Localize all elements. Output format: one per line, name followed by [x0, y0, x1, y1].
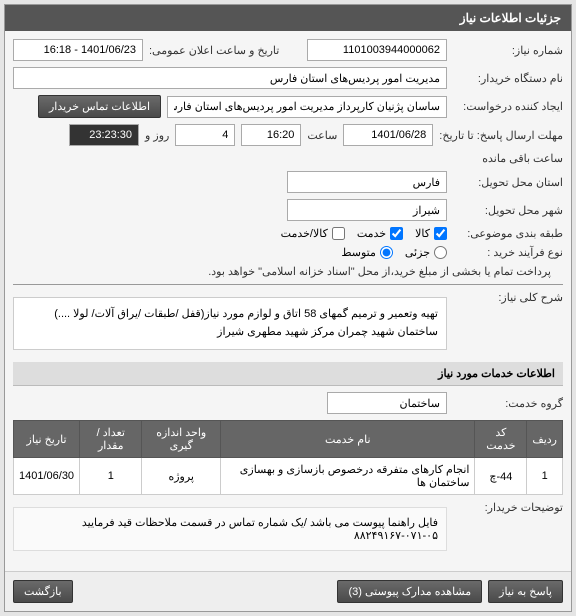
button-row: پاسخ به نیاز مشاهده مدارک پیوستی (3) باز… — [5, 571, 571, 611]
check-goods-service[interactable]: کالا/خدمت — [281, 227, 345, 240]
goods-checkbox[interactable] — [434, 227, 447, 240]
td-0: 1 — [527, 458, 563, 495]
th-0: ردیف — [527, 421, 563, 458]
th-1: کد خدمت — [475, 421, 527, 458]
divider-1 — [13, 284, 563, 285]
deadline-date-field[interactable] — [343, 124, 433, 146]
city-field[interactable] — [287, 199, 447, 221]
desc-box: تهیه وتعمیر و ترمیم گمهای 58 اتاق و لواز… — [13, 297, 447, 350]
row-city: شهر محل تحویل: — [13, 199, 563, 221]
td-4: 1 — [80, 458, 142, 495]
table-header-row: ردیف کد خدمت نام خدمت واحد اندازه گیری ت… — [14, 421, 563, 458]
note-label: توضیحات خریدار: — [453, 501, 563, 514]
subject-type-label: طبقه بندی موضوعی: — [453, 227, 563, 240]
th-4: تعداد / مقدار — [80, 421, 142, 458]
service-checkbox[interactable] — [390, 227, 403, 240]
row-desc: شرح کلی نیاز: تهیه وتعمیر و ترمیم گمهای … — [13, 291, 563, 356]
province-field[interactable] — [287, 171, 447, 193]
check-service[interactable]: خدمت — [357, 227, 403, 240]
td-2: انجام کارهای متفرقه درخصوص بازسازی و بهس… — [221, 458, 475, 495]
view-docs-button[interactable]: مشاهده مدارک پیوستی (3) — [337, 580, 482, 603]
need-no-field[interactable] — [307, 39, 447, 61]
time-label-1: ساعت — [307, 129, 337, 142]
need-no-label: شماره نیاز: — [453, 44, 563, 57]
table-row: 1 44-چ انجام کارهای متفرقه درخصوص بازساز… — [14, 458, 563, 495]
th-2: نام خدمت — [221, 421, 475, 458]
row-group: گروه خدمت: — [13, 392, 563, 414]
td-5: 1401/06/30 — [14, 458, 80, 495]
panel-header: جزئیات اطلاعات نیاز — [5, 5, 571, 31]
row-province: استان محل تحویل: — [13, 171, 563, 193]
countdown-field — [69, 124, 139, 146]
process-label: نوع فرآیند خرید : — [453, 246, 563, 259]
days-count-field[interactable] — [175, 124, 235, 146]
minor-radio[interactable] — [434, 246, 447, 259]
main-panel: جزئیات اطلاعات نیاز شماره نیاز: تاریخ و … — [4, 4, 572, 612]
reply-button[interactable]: پاسخ به نیاز — [488, 580, 563, 603]
process-group: جزئی متوسط — [341, 246, 447, 259]
services-table: ردیف کد خدمت نام خدمت واحد اندازه گیری ت… — [13, 420, 563, 495]
row-subject-type: طبقه بندی موضوعی: کالا خدمت کالا/خدمت — [13, 227, 563, 240]
city-label: شهر محل تحویل: — [453, 204, 563, 217]
services-header: اطلاعات خدمات مورد نیاز — [13, 362, 563, 386]
td-3: پروژه — [142, 458, 221, 495]
requester-field[interactable] — [167, 96, 447, 118]
group-field[interactable] — [327, 392, 447, 414]
group-label: گروه خدمت: — [453, 397, 563, 410]
buyer-org-label: نام دستگاه خریدار: — [453, 72, 563, 85]
remaining-label: ساعت باقی مانده — [482, 152, 563, 165]
row-requester: ایجاد کننده درخواست: اطلاعات تماس خریدار — [13, 95, 563, 118]
panel-body: شماره نیاز: تاریخ و ساعت اعلان عمومی: نا… — [5, 31, 571, 571]
th-3: واحد اندازه گیری — [142, 421, 221, 458]
back-button[interactable]: بازگشت — [13, 580, 73, 603]
panel-title: جزئیات اطلاعات نیاز — [460, 11, 561, 25]
deadline-label: مهلت ارسال پاسخ: تا تاریخ: — [439, 129, 563, 142]
buyer-org-field[interactable] — [13, 67, 447, 89]
medium-radio[interactable] — [380, 246, 393, 259]
td-1: 44-چ — [475, 458, 527, 495]
contact-info-button[interactable]: اطلاعات تماس خریدار — [38, 95, 161, 118]
row-note: توضیحات خریدار: فایل راهنما پیوست می باش… — [13, 501, 563, 557]
province-label: استان محل تحویل: — [453, 176, 563, 189]
row-buyer-org: نام دستگاه خریدار: — [13, 67, 563, 89]
table-body: 1 44-چ انجام کارهای متفرقه درخصوص بازساز… — [14, 458, 563, 495]
datetime-field[interactable] — [13, 39, 143, 61]
payment-note: پرداخت تمام یا بخشی از مبلغ خرید،از محل … — [208, 265, 551, 278]
row-process: نوع فرآیند خرید : جزئی متوسط پرداخت تمام… — [13, 246, 563, 278]
datetime-label: تاریخ و ساعت اعلان عمومی: — [149, 44, 279, 57]
requester-label: ایجاد کننده درخواست: — [453, 100, 563, 113]
deadline-time-field[interactable] — [241, 124, 301, 146]
note-box: فایل راهنما پیوست می باشد /یک شماره تماس… — [13, 507, 447, 551]
subject-type-group: کالا خدمت کالا/خدمت — [281, 227, 447, 240]
row-need-no: شماره نیاز: تاریخ و ساعت اعلان عمومی: — [13, 39, 563, 61]
table-head: ردیف کد خدمت نام خدمت واحد اندازه گیری ت… — [14, 421, 563, 458]
th-5: تاریخ نیاز — [14, 421, 80, 458]
radio-minor[interactable]: جزئی — [405, 246, 447, 259]
check-goods[interactable]: کالا — [415, 227, 447, 240]
radio-medium[interactable]: متوسط — [341, 246, 393, 259]
days-and-label: روز و — [145, 129, 169, 142]
desc-label: شرح کلی نیاز: — [453, 291, 563, 304]
goods-service-checkbox[interactable] — [332, 227, 345, 240]
row-deadline: مهلت ارسال پاسخ: تا تاریخ: ساعت روز و سا… — [13, 124, 563, 165]
